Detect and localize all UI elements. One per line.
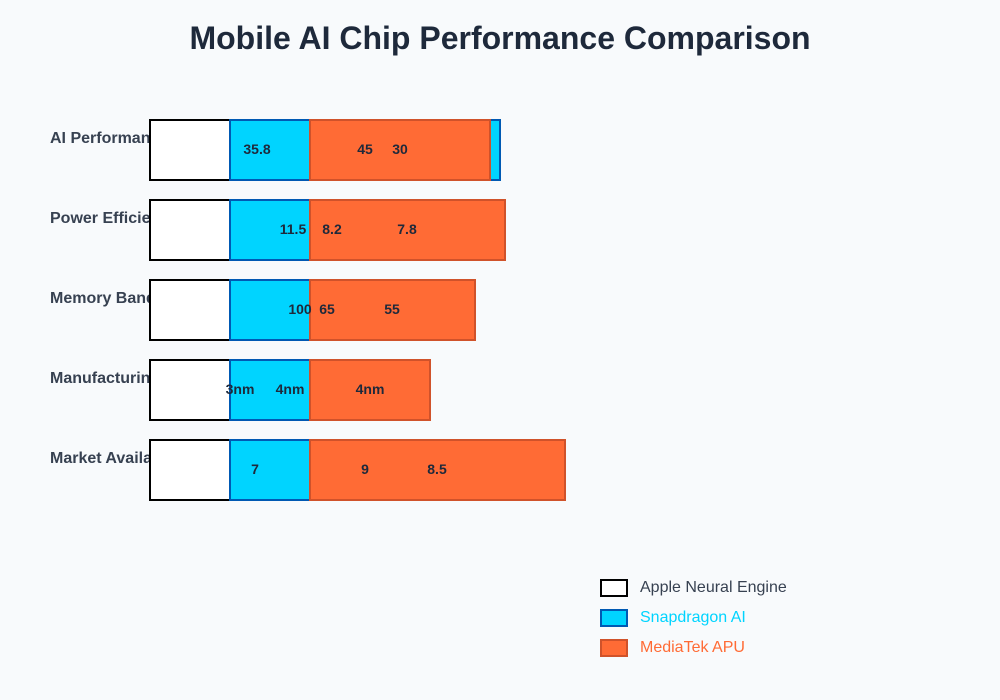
bar-apple — [149, 439, 231, 501]
value-label: 55 — [384, 301, 400, 317]
value-label: 3nm — [225, 381, 255, 397]
category-label: Manufacturing Process — [50, 370, 151, 387]
value-label: 4nm — [355, 381, 385, 397]
value-label: 8.5 — [427, 461, 447, 477]
category-label: Memory Bandwidth — [50, 290, 151, 307]
value-label: 7 — [251, 461, 259, 477]
bar-apple — [149, 119, 231, 181]
legend-swatch — [600, 579, 628, 597]
bar-mediatek — [309, 199, 506, 261]
legend-label: Snapdragon AI — [640, 609, 746, 626]
value-label: 30 — [392, 141, 408, 157]
bar-snapdragon — [229, 439, 311, 501]
legend-label: Apple Neural Engine — [640, 579, 787, 596]
bar-apple — [149, 199, 231, 261]
bar-mediatek — [309, 359, 431, 421]
value-label: 8.2 — [322, 221, 342, 237]
bar-snapdragon — [229, 359, 311, 421]
category-label: AI Performance — [50, 130, 151, 147]
value-label: 9 — [361, 461, 369, 477]
value-label: 100 — [288, 301, 312, 317]
value-label: 65 — [319, 301, 335, 317]
value-label: 7.8 — [397, 221, 417, 237]
legend-swatch — [600, 639, 628, 657]
chart-title: Mobile AI Chip Performance Comparison — [189, 20, 811, 56]
value-label: 45 — [357, 141, 373, 157]
category-label: Market Availability — [50, 450, 151, 467]
legend-swatch — [600, 609, 628, 627]
bar-apple — [149, 279, 231, 341]
value-label: 35.8 — [243, 141, 271, 157]
value-label: 4nm — [275, 381, 305, 397]
bar-mediatek — [309, 279, 476, 341]
legend-item: Snapdragon AI — [600, 609, 746, 627]
bar-apple — [149, 359, 231, 421]
legend-item: MediaTek APU — [600, 639, 745, 657]
bar-snapdragon — [229, 279, 311, 341]
bar-mediatek — [309, 119, 491, 181]
category-label: Power Efficiency — [50, 210, 151, 227]
legend-item: Apple Neural Engine — [600, 579, 787, 597]
legend-label: MediaTek APU — [640, 639, 745, 656]
value-label: 11.5 — [279, 221, 307, 237]
bar-mediatek — [309, 439, 566, 501]
